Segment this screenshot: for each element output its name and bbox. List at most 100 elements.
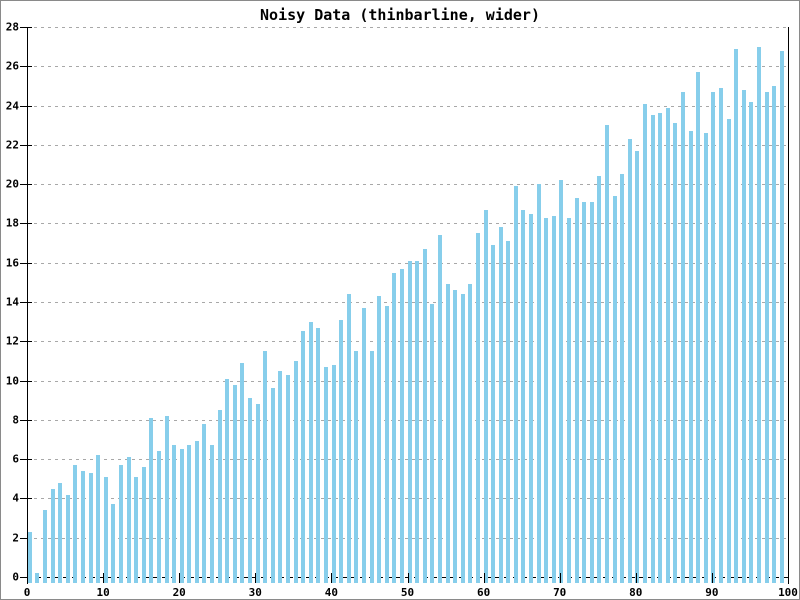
bar bbox=[749, 101, 754, 583]
x-tick-label: 10 bbox=[96, 586, 110, 599]
bar bbox=[658, 113, 663, 583]
x-tick bbox=[635, 573, 637, 583]
x-tick-label: 100 bbox=[778, 586, 798, 599]
bar bbox=[460, 294, 465, 583]
bar bbox=[278, 370, 283, 583]
bar bbox=[544, 217, 549, 583]
bar bbox=[384, 305, 389, 583]
x-tick bbox=[711, 573, 713, 583]
bar bbox=[103, 476, 108, 583]
h-gridline bbox=[27, 105, 788, 107]
bar bbox=[779, 50, 784, 583]
x-tick-label: 80 bbox=[629, 586, 643, 599]
bar bbox=[612, 195, 617, 583]
bar bbox=[286, 374, 291, 583]
bar bbox=[696, 72, 701, 583]
y-tick bbox=[20, 27, 32, 28]
x-tick bbox=[179, 573, 181, 583]
bar bbox=[597, 176, 602, 583]
h-gridline bbox=[27, 341, 788, 343]
bar bbox=[643, 103, 647, 583]
y-tick bbox=[20, 105, 32, 107]
bar bbox=[521, 209, 526, 583]
bar bbox=[134, 476, 139, 583]
bar bbox=[339, 319, 344, 583]
bar bbox=[58, 482, 63, 583]
bar bbox=[559, 180, 564, 583]
h-gridline bbox=[27, 498, 788, 500]
x-tick bbox=[255, 573, 257, 583]
bar bbox=[164, 415, 169, 583]
bar bbox=[726, 119, 731, 583]
y-axis-line bbox=[27, 27, 28, 584]
bar bbox=[141, 467, 146, 583]
bar bbox=[27, 531, 32, 583]
bar bbox=[179, 449, 184, 583]
h-gridline bbox=[27, 380, 788, 382]
x-tick bbox=[559, 573, 561, 583]
h-gridline bbox=[27, 459, 788, 461]
bar bbox=[407, 260, 412, 583]
bar bbox=[567, 217, 572, 583]
bar bbox=[415, 260, 420, 583]
bar bbox=[513, 186, 518, 583]
bar bbox=[361, 307, 366, 583]
y-tick bbox=[20, 302, 32, 303]
bar bbox=[202, 423, 207, 583]
bar bbox=[688, 131, 693, 583]
y-tick-label: 24 bbox=[5, 99, 19, 113]
bar bbox=[635, 150, 640, 583]
h-gridline bbox=[27, 302, 788, 303]
bar bbox=[703, 133, 708, 583]
bar bbox=[491, 245, 496, 583]
y-tick bbox=[20, 459, 32, 461]
bar bbox=[665, 107, 670, 583]
bar bbox=[475, 233, 480, 583]
bar bbox=[88, 472, 93, 583]
bar bbox=[35, 573, 40, 583]
bar bbox=[605, 125, 610, 583]
y-tick bbox=[20, 184, 32, 186]
y-tick-label: 22 bbox=[5, 138, 19, 152]
x-tick-label: 0 bbox=[23, 586, 31, 599]
y-tick-label: 2 bbox=[12, 531, 19, 545]
bar bbox=[620, 174, 625, 583]
bar bbox=[680, 91, 685, 583]
x-tick bbox=[407, 573, 409, 583]
bar bbox=[430, 303, 435, 583]
y-tick-label: 16 bbox=[5, 256, 19, 270]
bar bbox=[346, 294, 351, 583]
y-tick-label: 14 bbox=[5, 295, 19, 309]
x-tick-label: 90 bbox=[705, 586, 719, 599]
bar bbox=[673, 123, 678, 583]
bar bbox=[240, 362, 245, 583]
bar bbox=[627, 138, 632, 583]
y-tick bbox=[20, 577, 32, 578]
bar bbox=[301, 331, 306, 583]
y-tick-label: 8 bbox=[12, 413, 19, 427]
x-tick-label: 30 bbox=[248, 586, 262, 599]
bar bbox=[225, 378, 230, 583]
y-tick-label: 6 bbox=[12, 452, 19, 466]
bar bbox=[43, 510, 47, 583]
chart-title: Noisy Data (thinbarline, wider) bbox=[260, 6, 540, 24]
bar bbox=[50, 488, 55, 583]
bar bbox=[217, 410, 222, 583]
x-tick bbox=[103, 573, 105, 583]
bar bbox=[210, 445, 215, 583]
h-gridline bbox=[27, 223, 788, 225]
y-tick bbox=[20, 419, 32, 421]
bar bbox=[187, 445, 192, 583]
y-tick-label: 20 bbox=[5, 177, 19, 191]
bar bbox=[756, 46, 761, 583]
bar bbox=[536, 184, 541, 583]
bar bbox=[506, 241, 511, 583]
y-tick bbox=[20, 144, 32, 146]
x-tick-label: 50 bbox=[400, 586, 415, 599]
bar bbox=[551, 215, 556, 583]
bar bbox=[73, 465, 78, 583]
bar bbox=[377, 296, 382, 583]
x-tick bbox=[331, 573, 333, 583]
y-tick bbox=[20, 223, 32, 225]
bar bbox=[453, 290, 458, 583]
